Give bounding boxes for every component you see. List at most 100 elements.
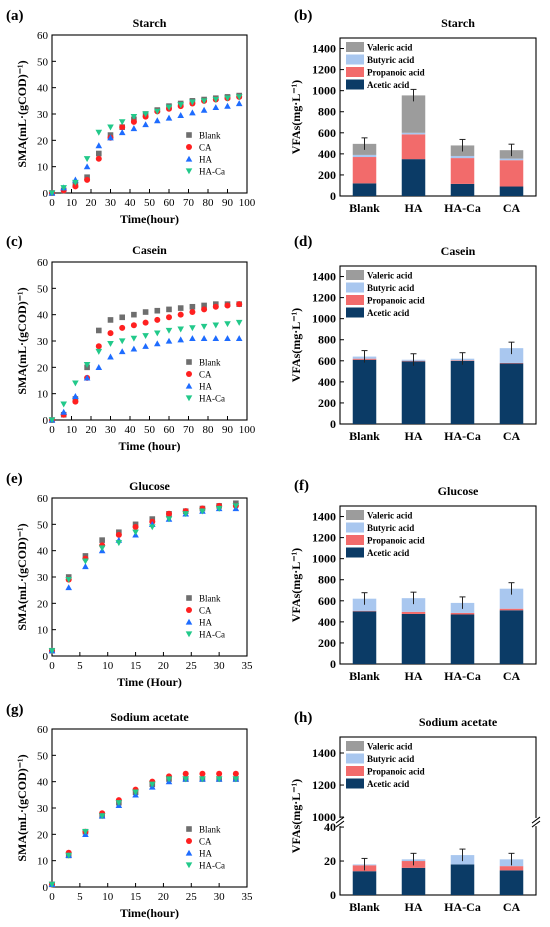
legend-marker	[186, 838, 192, 844]
chart-title: Casein	[441, 244, 476, 258]
x-tick-label: 35	[242, 660, 254, 672]
panel-label: (h)	[294, 710, 312, 726]
y-tick-label: 20	[37, 362, 49, 374]
x-tick-label: CA	[503, 900, 521, 914]
data-point-ca	[84, 176, 91, 183]
legend-marker	[185, 862, 193, 869]
legend-marker	[185, 618, 193, 625]
panel-label: (e)	[6, 471, 23, 487]
y-tick-label: 200	[318, 168, 336, 182]
x-tick-label: HA-Ca	[444, 669, 481, 683]
legend-marker	[186, 144, 192, 150]
bar-segment-propanoic	[450, 158, 475, 184]
legend-swatch	[346, 282, 364, 293]
chart-title: Starch	[441, 16, 475, 30]
x-tick-label: 30	[214, 660, 226, 672]
x-tick-label: 80	[203, 424, 215, 436]
y-tick-label: 800	[318, 573, 336, 587]
x-axis-label: Time (hour)	[118, 439, 180, 453]
data-point-ha-ca	[142, 333, 149, 340]
x-tick-label: 25	[186, 891, 198, 903]
data-point-ha-ca	[132, 789, 139, 796]
x-tick-label: CA	[503, 201, 521, 215]
y-axis-label: VFAs(mg·L⁻¹)	[289, 779, 303, 853]
legend-swatch	[346, 42, 364, 52]
y-tick-label: 0	[43, 651, 49, 663]
data-point-blank	[154, 307, 161, 314]
y-tick-label: 10	[37, 162, 49, 174]
x-tick-label: 30	[105, 424, 117, 436]
legend-marker	[185, 155, 193, 162]
legend-swatch	[346, 753, 364, 764]
bar-segment-acetic	[499, 363, 524, 424]
data-point-ha-ca	[115, 800, 123, 807]
legend-marker	[186, 826, 192, 832]
legend-marker	[186, 371, 192, 377]
data-point-ha	[130, 345, 138, 352]
data-point-ca	[232, 770, 239, 777]
x-tick-label: 0	[49, 197, 55, 209]
legend-label: CA	[199, 837, 212, 847]
data-point-ca	[119, 124, 126, 131]
data-point-ha-ca	[130, 113, 138, 120]
data-point-ha-ca	[148, 524, 156, 531]
data-point-ha-ca	[165, 327, 173, 334]
y-tick-label: 1400	[312, 42, 336, 56]
x-tick-label: 30	[214, 891, 226, 903]
x-tick-label: 40	[125, 424, 137, 436]
data-point-ca	[236, 301, 243, 308]
axis-break-gap	[336, 818, 344, 827]
legend-label: Blank	[199, 594, 221, 604]
data-point-ha	[142, 342, 149, 349]
x-tick-label: CA	[503, 429, 521, 443]
x-tick-label: 0	[49, 660, 55, 672]
bar-segment-butyric	[401, 132, 426, 135]
y-tick-label: 400	[318, 375, 336, 389]
data-point-ca	[216, 770, 223, 777]
data-point-ha	[154, 340, 161, 347]
x-tick-label: 90	[222, 197, 234, 209]
legend-swatch	[346, 67, 364, 77]
chart-panel-d: (d) Casein 0 200 400 600 800 1000 1200 1400 Blank H…	[289, 234, 537, 443]
x-tick-label: 25	[186, 660, 198, 672]
y-tick-label: 1200	[312, 778, 336, 792]
y-tick-label: 20	[37, 829, 49, 841]
x-axis-label: Time(hour)	[120, 906, 179, 920]
y-tick-label: 0	[43, 415, 49, 427]
y-tick-label: 20	[37, 135, 49, 147]
data-point-ca	[177, 311, 184, 318]
bar-segment-valeric	[401, 95, 426, 133]
data-point-ha	[130, 125, 138, 132]
bar-segment-propanoic	[499, 362, 524, 364]
bar-segment-acetic	[352, 359, 377, 424]
data-point-ha	[200, 335, 208, 342]
y-tick-label: 600	[318, 126, 336, 140]
y-tick-label: 40	[37, 777, 49, 789]
data-point-ha-ca	[212, 322, 220, 329]
data-point-blank	[96, 150, 102, 157]
y-tick-label: 400	[318, 147, 336, 161]
panel-label: (f)	[294, 478, 309, 494]
data-point-ha-ca	[235, 319, 243, 326]
legend-label: HA-Ca	[199, 861, 225, 871]
data-point-ha-ca	[132, 529, 139, 536]
legend-label: Valeric acid	[367, 511, 412, 521]
bar-segment-propanoic	[401, 134, 426, 160]
data-point-ha-ca	[177, 326, 184, 333]
bar-segment-butyric	[499, 588, 524, 609]
y-tick-label: 1000	[312, 312, 336, 326]
y-axis-label: SMA(mL·(gCOD)⁻¹)	[15, 60, 29, 167]
bar-segment-acetic	[499, 870, 524, 895]
x-tick-label: HA	[405, 669, 423, 683]
x-tick-label: HA-Ca	[444, 429, 481, 443]
data-point-ha-ca	[107, 124, 114, 131]
y-tick-label: 0	[330, 657, 336, 671]
data-point-ha-ca	[224, 321, 231, 328]
bar-segment-propanoic	[499, 160, 524, 187]
legend-swatch	[346, 535, 364, 545]
data-point-ha	[60, 408, 67, 415]
legend-swatch	[346, 79, 364, 90]
legend-swatch	[346, 778, 364, 789]
data-point-ha-ca	[165, 776, 173, 783]
